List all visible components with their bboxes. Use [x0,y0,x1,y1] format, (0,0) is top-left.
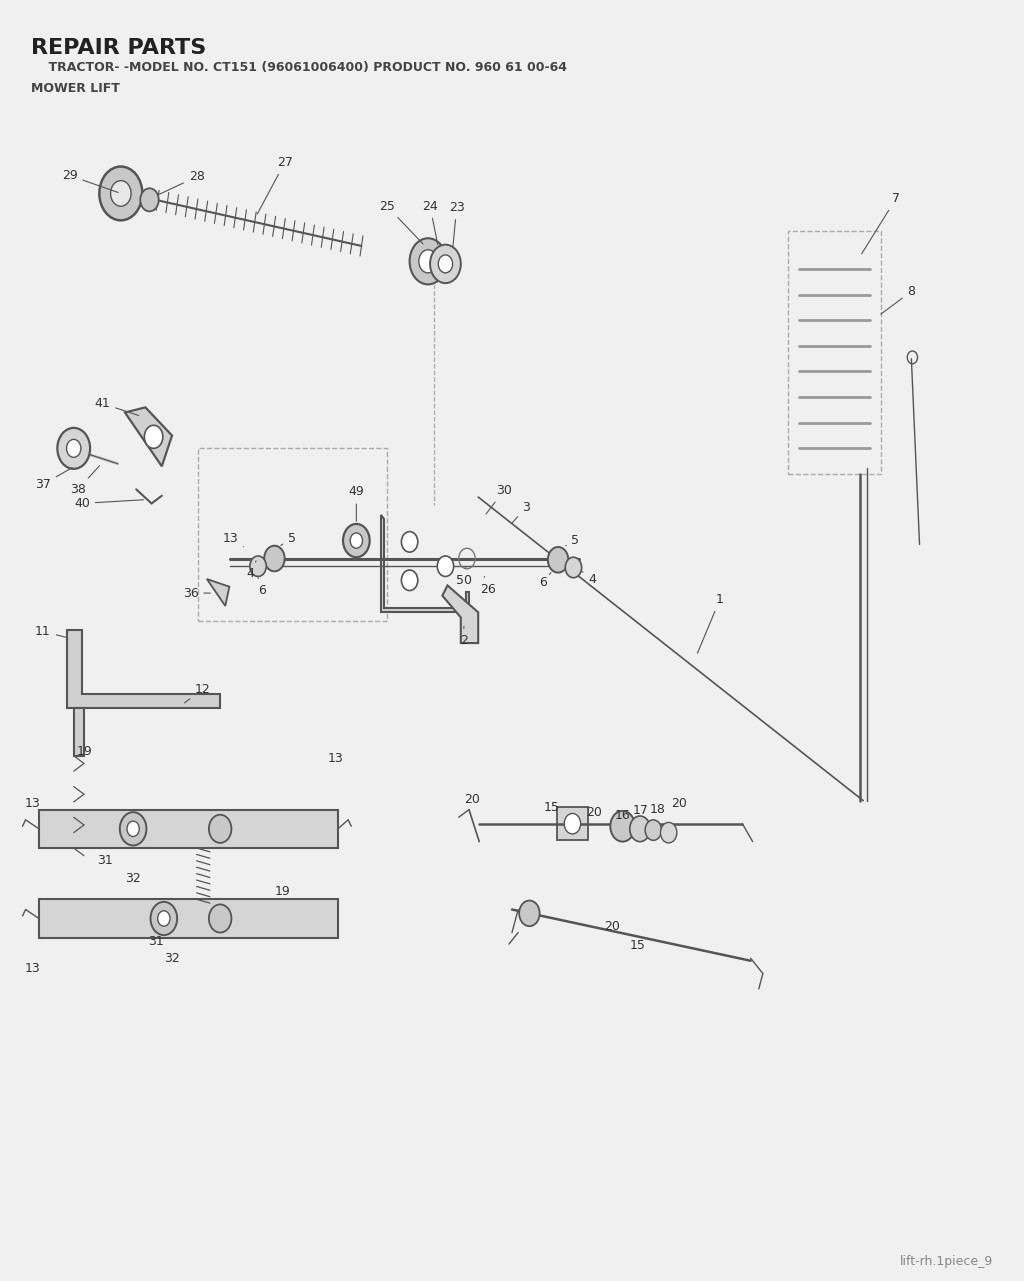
Circle shape [438,255,453,273]
Text: 4: 4 [246,561,256,580]
Polygon shape [207,579,229,606]
Circle shape [151,902,177,935]
Text: 23: 23 [449,201,465,247]
Circle shape [250,556,266,576]
Circle shape [67,439,81,457]
Text: 28: 28 [158,170,205,195]
Circle shape [140,188,159,211]
Text: 30: 30 [486,484,512,514]
Text: 50: 50 [456,567,472,587]
Polygon shape [442,585,478,643]
Text: 20: 20 [464,793,480,806]
Text: 12: 12 [184,683,211,703]
Text: REPAIR PARTS: REPAIR PARTS [31,38,206,59]
Polygon shape [39,810,338,848]
Circle shape [120,812,146,845]
Circle shape [350,533,362,548]
Circle shape [519,901,540,926]
Circle shape [430,245,461,283]
Text: 4: 4 [582,571,596,585]
Text: 3: 3 [512,501,530,523]
Text: 15: 15 [544,801,560,813]
Polygon shape [67,630,220,708]
Polygon shape [125,407,172,466]
Circle shape [548,547,568,573]
Text: 27: 27 [257,156,293,214]
Text: 19: 19 [274,885,290,898]
Text: 13: 13 [222,532,244,547]
Text: 36: 36 [182,587,210,600]
Circle shape [144,425,163,448]
Text: 41: 41 [94,397,138,415]
Circle shape [645,820,662,840]
Text: 17: 17 [633,804,649,817]
Text: TRACTOR- -MODEL NO. CT151 (96061006400) PRODUCT NO. 960 61 00-64: TRACTOR- -MODEL NO. CT151 (96061006400) … [31,61,566,74]
Text: 19: 19 [77,746,92,758]
Text: 20: 20 [671,797,687,810]
Circle shape [401,570,418,591]
Text: 13: 13 [25,797,40,810]
Text: 13: 13 [328,752,343,765]
Text: 29: 29 [61,169,118,192]
Text: 7: 7 [861,192,900,254]
Text: 20: 20 [604,920,621,933]
Text: 1: 1 [697,593,724,653]
Bar [788,231,881,474]
Text: 5: 5 [281,532,296,546]
Text: 2: 2 [460,626,468,647]
Text: 26: 26 [480,576,497,596]
Circle shape [630,816,650,842]
Text: 25: 25 [379,200,423,243]
Circle shape [99,167,142,220]
Polygon shape [381,515,469,612]
Text: 32: 32 [164,952,179,965]
Circle shape [437,556,454,576]
Circle shape [158,911,170,926]
Text: 8: 8 [881,284,915,314]
Circle shape [410,238,446,284]
Bar [198,448,387,621]
Text: 31: 31 [97,854,113,867]
Circle shape [610,811,635,842]
Text: lift-rh.1piece_9: lift-rh.1piece_9 [900,1255,993,1268]
Text: 40: 40 [74,497,143,510]
Polygon shape [74,708,84,756]
Text: MOWER LIFT: MOWER LIFT [31,82,120,95]
Text: 31: 31 [148,935,164,948]
Circle shape [57,428,90,469]
Text: 6: 6 [258,578,266,597]
Circle shape [111,181,131,206]
Text: 16: 16 [614,810,630,822]
Circle shape [565,557,582,578]
Text: 49: 49 [348,485,365,521]
Text: 5: 5 [565,534,580,547]
Circle shape [209,815,231,843]
Text: 15: 15 [630,939,646,952]
Circle shape [401,532,418,552]
Circle shape [564,813,581,834]
Text: 32: 32 [125,872,140,885]
Text: 38: 38 [70,466,99,496]
Circle shape [264,546,285,571]
Circle shape [660,822,677,843]
Text: 13: 13 [25,962,40,975]
Text: 6: 6 [539,573,551,589]
Text: 37: 37 [35,468,73,491]
Text: 11: 11 [35,625,66,638]
Circle shape [419,250,437,273]
Circle shape [127,821,139,836]
Polygon shape [39,899,338,938]
Circle shape [343,524,370,557]
Circle shape [209,904,231,933]
Text: 20: 20 [586,806,602,819]
Bar [557,807,588,840]
Text: 24: 24 [422,200,438,245]
Text: 18: 18 [649,803,666,816]
